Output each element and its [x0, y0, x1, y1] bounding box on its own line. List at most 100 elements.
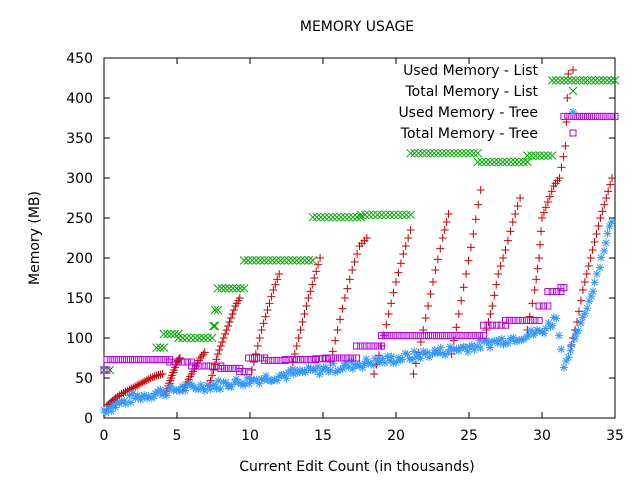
data-point — [541, 203, 550, 212]
data-point — [357, 342, 365, 350]
data-point — [567, 340, 576, 349]
data-point — [553, 288, 561, 296]
data-point — [389, 288, 398, 297]
data-point — [552, 314, 561, 323]
data-point — [551, 76, 561, 85]
data-point — [433, 255, 442, 264]
data-point — [489, 157, 499, 167]
data-point — [240, 368, 248, 376]
data-point — [583, 112, 591, 120]
data-point — [401, 242, 410, 250]
data-point — [162, 356, 170, 364]
data-point — [144, 375, 153, 384]
data-point — [312, 212, 322, 222]
data-point — [502, 157, 512, 167]
data-point — [294, 334, 303, 342]
data-point — [603, 112, 611, 120]
data-point — [130, 356, 138, 364]
data-point — [602, 194, 611, 202]
data-point — [331, 336, 340, 345]
data-point — [506, 227, 515, 236]
data-point — [532, 275, 541, 284]
data-point — [597, 253, 606, 262]
data-point — [496, 262, 505, 270]
data-point — [263, 306, 272, 314]
data-point — [570, 334, 579, 343]
data-point — [459, 283, 468, 292]
data-point — [152, 343, 161, 352]
data-point — [436, 343, 445, 352]
data-point — [557, 163, 566, 172]
data-point — [452, 323, 461, 332]
data-point — [408, 355, 417, 364]
data-point — [300, 356, 308, 364]
data-point — [497, 321, 505, 329]
data-point — [245, 368, 253, 376]
data-point — [341, 354, 349, 362]
data-point — [192, 362, 200, 370]
data-point — [377, 342, 385, 350]
data-point — [554, 331, 563, 340]
data-point — [592, 230, 601, 238]
data-point — [353, 342, 361, 350]
data-point — [416, 338, 425, 346]
data-point — [402, 210, 411, 220]
data-point — [607, 112, 615, 120]
data-point — [235, 294, 244, 302]
data-point — [485, 157, 495, 167]
data-point — [559, 152, 568, 161]
x-tick-label: 35 — [606, 428, 624, 444]
data-point — [398, 355, 407, 364]
data-point — [406, 226, 415, 234]
data-point — [543, 151, 553, 160]
legend-swatch — [568, 86, 578, 96]
plot-frame — [103, 57, 616, 419]
data-point — [243, 256, 253, 265]
data-point — [345, 354, 353, 362]
data-point — [608, 174, 617, 182]
data-point — [389, 332, 397, 340]
data-point — [528, 299, 537, 308]
data-point — [599, 112, 607, 120]
data-point — [409, 332, 417, 340]
x-tick-label: 20 — [387, 428, 405, 444]
series-3 — [100, 112, 619, 376]
data-point — [544, 288, 552, 296]
data-point — [454, 310, 463, 318]
data-point — [501, 246, 510, 254]
data-point — [272, 256, 281, 265]
data-point — [587, 112, 595, 120]
data-point — [159, 329, 169, 339]
data-point — [322, 354, 330, 362]
data-point — [530, 286, 539, 294]
data-point — [300, 310, 309, 318]
data-point — [399, 250, 408, 258]
y-tick-label: 450 — [66, 51, 93, 67]
data-point — [587, 76, 596, 85]
data-point — [414, 148, 423, 158]
data-point — [308, 280, 317, 289]
data-point — [313, 362, 322, 371]
data-point — [157, 391, 166, 400]
data-point — [221, 330, 230, 338]
data-point — [441, 148, 451, 158]
data-point — [170, 358, 178, 366]
data-point — [203, 333, 213, 343]
data-point — [304, 356, 312, 364]
data-point — [397, 210, 407, 220]
data-point — [457, 296, 466, 305]
data-point — [484, 338, 493, 347]
data-point — [514, 157, 524, 167]
data-point — [249, 354, 257, 362]
data-point — [596, 263, 605, 272]
data-point — [213, 362, 221, 370]
data-point — [136, 379, 145, 388]
data-point — [547, 151, 557, 160]
data-point — [296, 256, 306, 265]
data-point — [566, 346, 575, 355]
data-point — [444, 210, 453, 218]
data-point — [188, 362, 196, 370]
data-point — [232, 284, 242, 293]
data-point — [344, 212, 354, 222]
data-point — [349, 354, 357, 362]
